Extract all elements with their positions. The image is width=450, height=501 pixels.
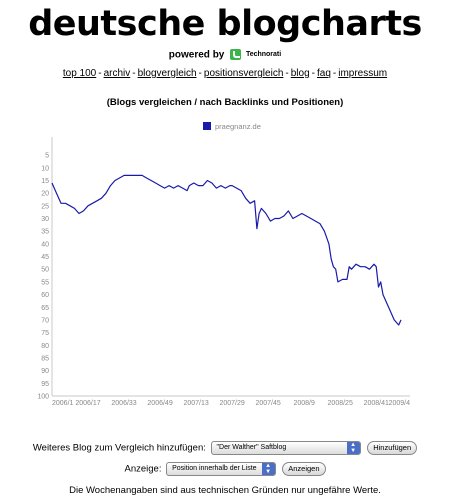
display-select[interactable]: Position innerhalb der Liste ▲ ▼ [166,462,276,476]
x-tick-label: 2006/17 [75,400,100,407]
nav-link-top-100[interactable]: top 100 [62,68,97,79]
add-button[interactable]: Hinzufügen [367,441,418,455]
y-tick-label: 5 [45,153,49,160]
position-chart: 5 10 15 20 25 30 35 40 45 50 55 60 65 70 75 80 85 90 95 100… [37,122,411,407]
y-tick-label: 75 [41,330,49,337]
y-tick-label: 20 [41,191,49,198]
technorati-logo-icon [230,48,242,60]
x-tick-label: 2007/13 [183,400,208,407]
technorati-brand: Technorati [245,51,282,58]
y-tick-label: 100 [37,394,49,401]
x-tick-label: 2007/45 [255,400,280,407]
y-tick-label: 40 [41,241,49,248]
add-blog-row: Weiteres Blog zum Vergleich hinzufügen: … [0,441,450,455]
x-tick-label: 2007/29 [219,400,244,407]
y-tick-label: 85 [41,355,49,362]
x-tick-label: 2006/1 [52,400,74,407]
y-tick-label: 70 [41,317,49,324]
nav-link-positionsvergleich[interactable]: positionsvergleich [203,68,284,79]
x-tick-label: 2008/9 [293,400,315,407]
blog-select[interactable]: "Der Walther" Saftblog ▲ ▼ [210,441,361,455]
display-label: Anzeige: [124,463,162,475]
nav-link-faq[interactable]: faq [316,68,331,79]
y-tick-label: 65 [41,305,49,312]
x-tick-label: 2006/33 [111,400,136,407]
add-blog-label: Weiteres Blog zum Vergleich hinzufügen: [32,442,206,454]
powered-by-label: powered by [168,49,225,61]
y-tick-label: 10 [41,165,49,172]
page-subtitle: (Blogs vergleichen / nach Backlinks und … [106,97,344,108]
nav-link-blogvergleich[interactable]: blogvergleich [137,68,197,79]
y-tick-label: 30 [41,216,49,223]
display-button[interactable]: Anzeigen [282,462,326,476]
main-nav: top 100- archiv - blogvergleich - positionsve… [62,68,388,79]
y-tick-label: 60 [41,292,49,299]
y-tick-label: 50 [41,267,49,274]
footer-note: Die Wochenangaben sind aus technischen G… [69,485,381,496]
y-tick-label: 90 [41,368,49,375]
display-row: Anzeige: Position innerhalb der Liste ▲ ▼ … [0,462,450,476]
powered-by: powered by Technorati [0,48,450,63]
x-tick-label: 2006/49 [147,400,172,407]
x-tick-label: 2008/41 [364,400,389,407]
y-tick-label: 95 [41,381,49,388]
nav-link-archiv[interactable]: archiv [103,68,131,79]
legend-swatch [203,122,211,130]
x-tick-label: 2009/4 [389,400,411,407]
y-tick-label: 25 [41,203,49,210]
select-arrows-icon: ▲ ▼ [346,442,360,454]
y-tick-label: 15 [41,178,49,185]
select-arrows-icon: ▲ ▼ [261,463,275,475]
series-line-praegnanz [51,174,402,326]
nav-link-impressum[interactable]: impressum [338,68,388,79]
y-tick-label: 80 [41,343,49,350]
site-title: deutsche blogcharts [28,4,422,44]
y-tick-label: 35 [41,229,49,236]
y-tick-label: 45 [41,254,49,261]
legend-label: praegnanz.de [215,122,261,131]
nav-link-blog[interactable]: blog [290,68,310,79]
y-tick-label: 55 [41,279,49,286]
blog-select-value: "Der Walther" Saftblog [216,444,287,451]
x-tick-label: 2008/25 [328,400,353,407]
display-select-value: Position innerhalb der Liste [172,465,257,472]
